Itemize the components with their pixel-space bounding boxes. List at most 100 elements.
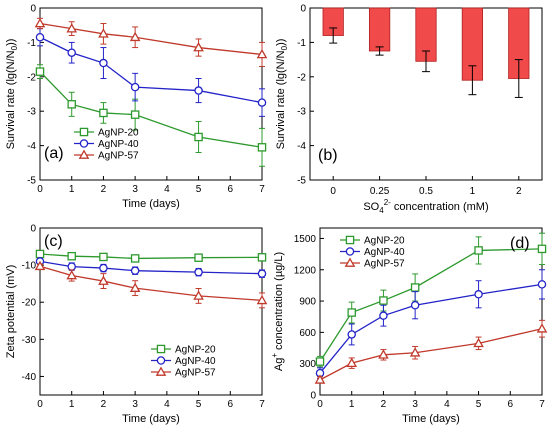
data-point	[474, 290, 483, 299]
x-tick-label: 0	[317, 399, 323, 410]
y-tick-label: -3	[27, 107, 36, 118]
data-point	[410, 283, 420, 292]
y-tick-label: -2	[27, 72, 36, 83]
series-AgNP-40	[35, 257, 267, 278]
x-tick-label: 2	[101, 184, 107, 195]
data-point	[474, 246, 483, 255]
data-point	[346, 357, 358, 368]
plot-frame	[39, 7, 263, 181]
panel-label: (d)	[510, 235, 530, 252]
legend-marker	[155, 366, 167, 376]
series-line	[39, 253, 263, 260]
series-AgNP-57	[34, 17, 268, 67]
x-tick-label: 2	[516, 186, 522, 197]
x-tick-label: 1	[69, 184, 75, 195]
x-tick-label: 0	[37, 399, 43, 410]
series-line	[39, 71, 263, 148]
y-axis-label-end: ))	[275, 39, 287, 46]
data-point	[194, 253, 203, 262]
series-line	[39, 36, 263, 104]
y-axis-label-sup: +	[270, 353, 279, 358]
panel-label: (b)	[318, 147, 338, 164]
data-point	[98, 275, 109, 285]
y-tick-label: 1500	[294, 234, 317, 245]
y-axis-label: Survival rate (lg(N/N0))	[275, 39, 289, 150]
series-line	[319, 283, 543, 374]
data-point	[130, 266, 140, 275]
x-axis-label: Time (days)	[122, 198, 180, 210]
y-axis-label: Zeta potential (mV)	[5, 265, 17, 359]
x-axis-label-sup: 2-	[384, 198, 391, 207]
legend-marker	[156, 356, 166, 365]
x-tick-label: 6	[228, 184, 234, 195]
x-tick-label: 7	[539, 399, 545, 410]
y-axis-label-main: Survival rate (lg(N/N	[5, 50, 17, 149]
series-line	[39, 22, 263, 56]
data-point	[379, 296, 388, 305]
data-point	[130, 254, 140, 263]
legend-marker	[156, 344, 166, 354]
y-axis-label: Survival rate (lg(N/N0))	[5, 39, 19, 150]
data-point	[130, 82, 140, 92]
y-tick-label: 0	[30, 4, 36, 15]
series-line	[319, 328, 543, 381]
panel-c: 0 -10 -20 -30 -40 0 1 2 3 4 5 6 7 AgNP-20AgNP-40AgNP-…	[5, 224, 268, 425]
data-point	[347, 330, 356, 339]
y-tick-label: -30	[22, 335, 37, 346]
data-point	[314, 374, 326, 384]
x-tick-label: 2	[381, 399, 387, 410]
data-point	[257, 143, 267, 152]
x-tick-label: 0.5	[419, 186, 433, 197]
plot-frame	[319, 227, 543, 396]
panel-d: 0 300 600 900 1200 1500 0 1 2 3 4 5 6 7 AgNP-20AgNP-40…	[270, 227, 548, 425]
y-axis-label-end: ))	[5, 39, 17, 46]
y-tick-label: 0	[300, 4, 306, 15]
series-AgNP-57	[314, 319, 548, 384]
legend-entry: AgNP-57	[364, 259, 405, 270]
y-axis-label-sub: 0	[280, 45, 289, 50]
legend-marker	[78, 149, 90, 159]
x-tick-label: 4	[444, 399, 450, 410]
x-tick-label: 6	[228, 399, 234, 410]
legend-entry: AgNP-20	[364, 236, 405, 247]
y-tick-label: 900	[299, 297, 316, 308]
series-line	[319, 248, 543, 362]
data-point	[473, 337, 484, 348]
data-point	[537, 244, 547, 254]
y-tick-label: -10	[22, 261, 37, 272]
x-axis-label-sub: 4	[379, 206, 384, 215]
data-point	[130, 110, 140, 119]
x-tick-label: 1	[470, 186, 476, 197]
y-tick-label: -4	[297, 141, 306, 152]
y-tick-label: -20	[22, 298, 37, 309]
x-axis-label: Time (days)	[402, 413, 460, 425]
data-point	[98, 28, 109, 38]
legend-marker	[345, 247, 355, 256]
series-AgNP-20	[35, 64, 267, 167]
legend-entry: AgNP-40	[98, 139, 139, 150]
data-point	[379, 311, 388, 320]
data-point	[410, 300, 420, 310]
data-point	[66, 23, 78, 33]
data-point	[67, 100, 76, 109]
panel-b: 0 -1 -2 -3 -4 -5 0 0.25 0.5 1 2 (b) SO42- concentrat…	[275, 4, 543, 215]
legend-marker	[79, 139, 89, 148]
panel-label: (a)	[44, 145, 64, 162]
y-axis-label-main: Ag	[273, 358, 285, 371]
data-point	[256, 294, 268, 305]
data-point	[67, 262, 76, 271]
x-tick-label: 0	[330, 186, 336, 197]
data-point	[194, 86, 203, 95]
x-tick-label: 5	[476, 399, 482, 410]
legend-marker	[344, 257, 356, 267]
data-point	[347, 308, 356, 317]
y-tick-label: -4	[27, 141, 36, 152]
data-point	[257, 253, 267, 262]
data-point	[99, 252, 108, 262]
data-point	[67, 48, 76, 57]
y-tick-label: 300	[299, 359, 316, 370]
x-tick-label: 7	[259, 184, 265, 195]
